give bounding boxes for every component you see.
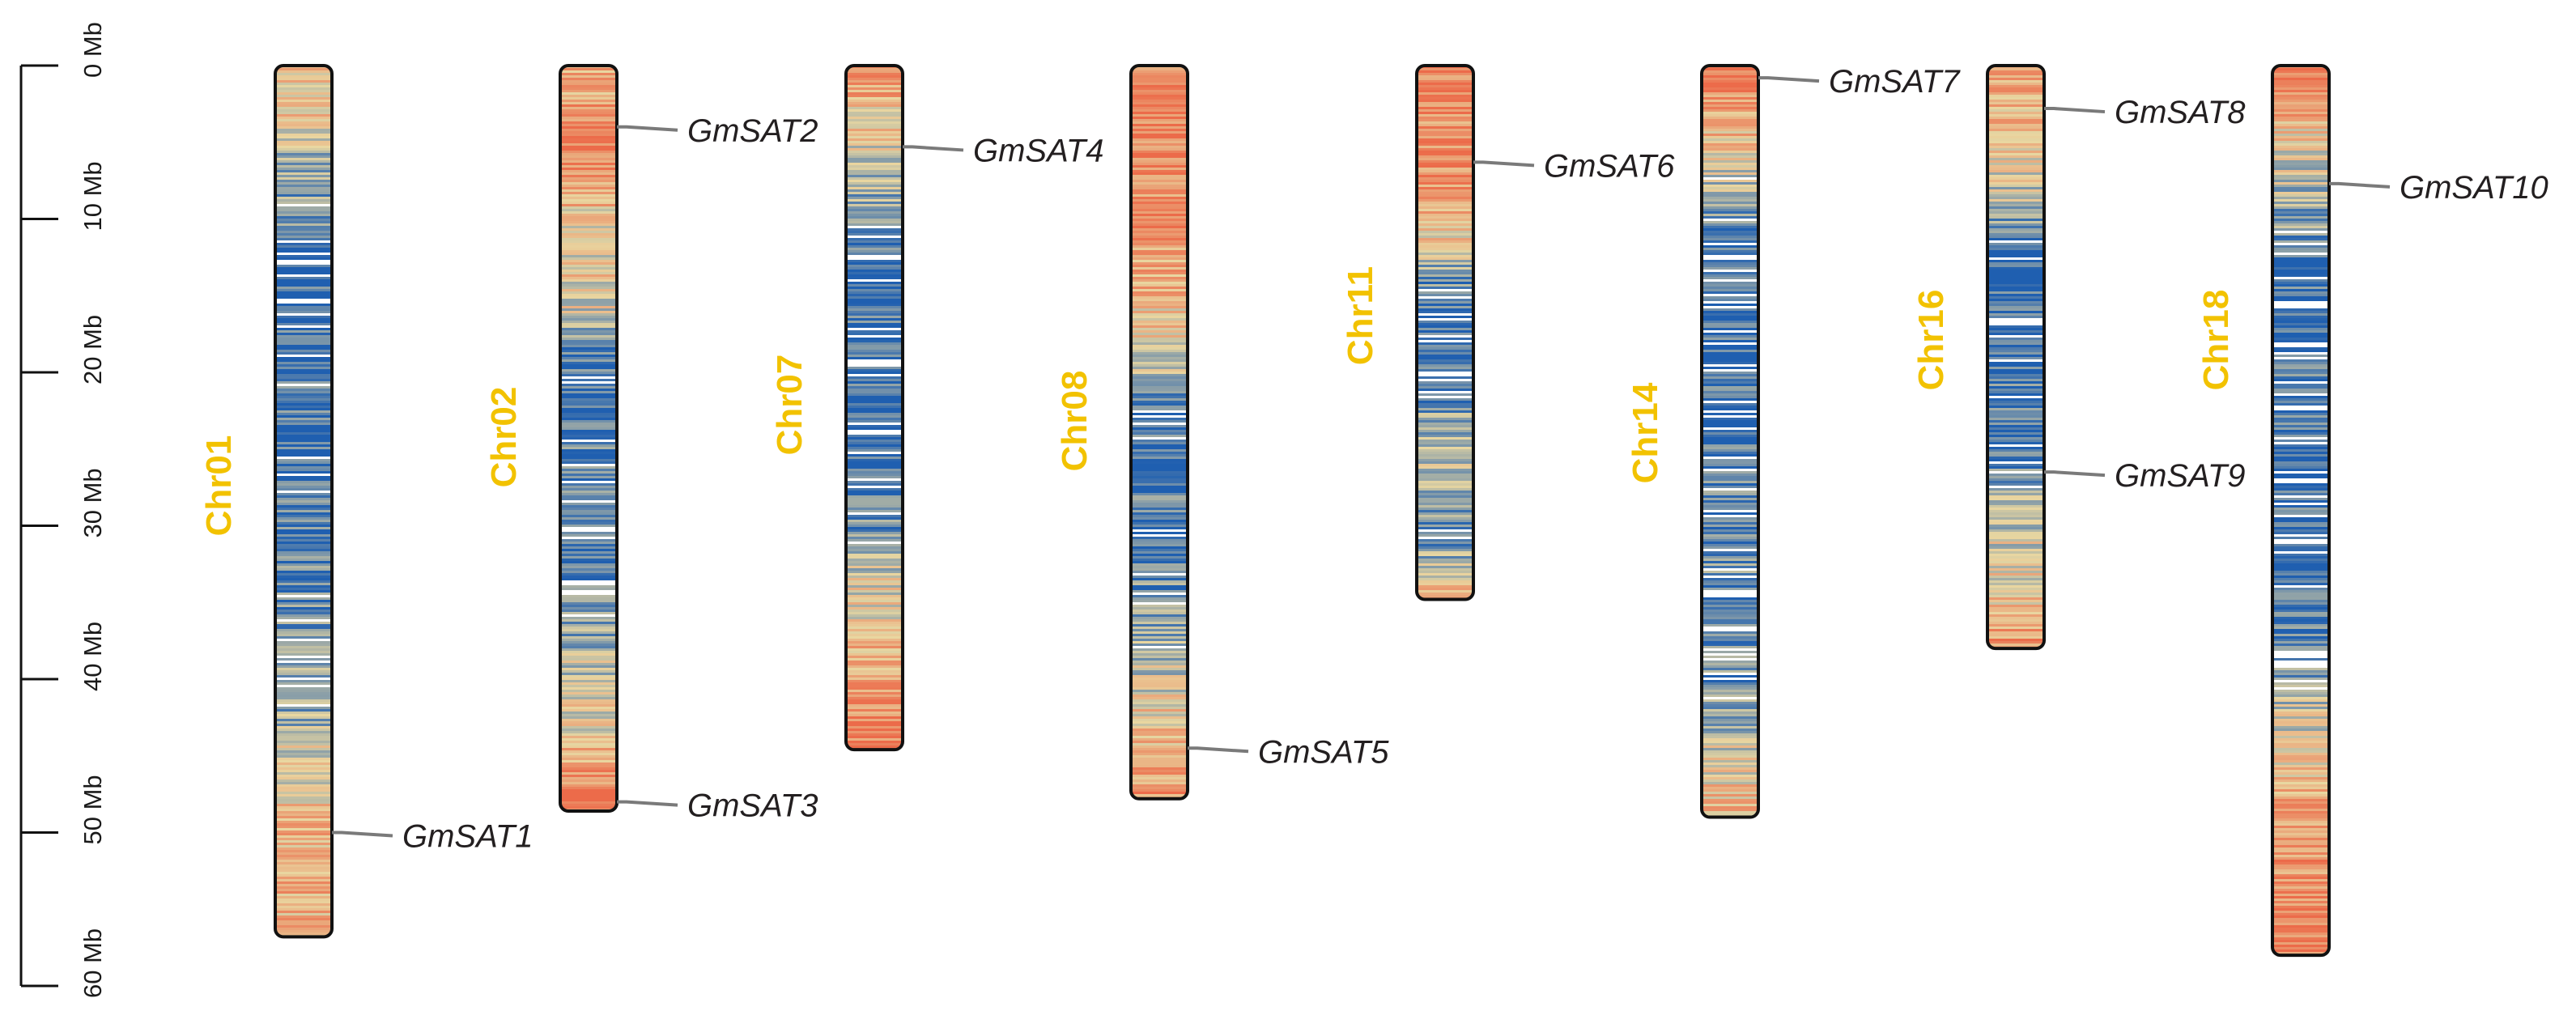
chromosome-bar (1415, 64, 1475, 601)
chromosome-density-stripes (2272, 66, 2329, 956)
chromosome-bar (2271, 64, 2331, 958)
chromosome-label: Chr11 (1341, 266, 1380, 365)
chromosome-density-stripes (846, 66, 903, 750)
chromosome-bar (1986, 64, 2046, 651)
gene-leader-line (617, 125, 678, 132)
gene-label-gmsat7: GmSAT7 (1829, 64, 1961, 100)
gene-leader-line (617, 800, 678, 807)
scale-tick-label: 60 Mb (79, 928, 107, 998)
scale-tick-label: 0 Mb (79, 22, 107, 78)
chromosome-label: Chr01 (199, 435, 239, 537)
gene-leader-line (332, 830, 393, 838)
chromosome-density-stripes (1131, 66, 1188, 799)
chromosome-bar (559, 64, 618, 813)
chromosome-label: Chr16 (1911, 290, 1951, 391)
gene-label-gmsat6: GmSAT6 (1544, 148, 1675, 184)
chromosome-label: Chr08 (1055, 371, 1095, 472)
chromosome-chr16: Chr16 GmSAT8 GmSAT9 (1911, 64, 2246, 651)
gene-label-gmsat8: GmSAT8 (2115, 95, 2246, 130)
chromosome-chr07: Chr07 GmSAT4 (770, 64, 1104, 752)
gene-leader-line (2044, 107, 2106, 114)
chromosome-chr11: Chr11 GmSAT6 (1341, 64, 1675, 601)
chromosome-density-stripes (560, 66, 617, 811)
gene-label-gmsat9: GmSAT9 (2115, 458, 2246, 494)
scale-tick-label: 40 Mb (79, 622, 107, 691)
chromosome-chr18: Chr18 GmSAT10 (2196, 64, 2548, 958)
scale-tick-label: 30 Mb (79, 468, 107, 537)
scale-tick-label: 50 Mb (79, 775, 107, 844)
gene-leader-line (1473, 160, 1535, 168)
gene-label-gmsat5: GmSAT5 (1258, 734, 1389, 770)
chromosome-label: Chr02 (484, 387, 524, 488)
chromosome-bar (1700, 64, 1760, 819)
chromosome-bar (844, 64, 904, 752)
gene-leader-line (1758, 76, 1820, 83)
chromosome-chr14: Chr14 GmSAT7 (1626, 64, 1961, 819)
chromosome-bar (274, 64, 334, 939)
chromosome-label: Chr14 (1626, 382, 1665, 483)
chromosome-chr02: Chr02 GmSAT2 GmSAT3 (484, 64, 818, 824)
gene-leader-line (903, 145, 964, 152)
chromosome-density-stripes (1987, 66, 2044, 649)
chromosome-density-stripes (1417, 66, 1473, 600)
gene-label-gmsat10: GmSAT10 (2400, 170, 2548, 206)
gene-label-gmsat4: GmSAT4 (973, 133, 1104, 168)
gene-label-gmsat2: GmSAT2 (687, 113, 818, 149)
gene-label-gmsat1: GmSAT1 (402, 819, 533, 855)
gene-leader-line (2329, 181, 2391, 189)
chromosome-density-stripes (1702, 66, 1758, 818)
chromosome-chr01: Chr01 GmSAT1 (199, 64, 533, 939)
chromosome-label: Chr18 (2196, 290, 2236, 391)
chromosomes-layer: Chr01GmSAT1Chr02GmSAT2GmSAT3Chr07GmSAT4C… (199, 64, 2548, 958)
gene-leader-line (2044, 470, 2106, 478)
chromosome-bar (1129, 64, 1189, 801)
gene-leader-line (1188, 746, 1249, 754)
chromosome-label: Chr07 (770, 355, 810, 456)
scale-axis: 0 Mb 10 Mb 20 Mb 30 Mb 40 Mb 50 Mb 60 Mb (19, 22, 107, 998)
scale-tick-label: 10 Mb (79, 161, 107, 231)
gene-label-gmsat3: GmSAT3 (687, 788, 818, 824)
chromosome-density-stripes (275, 66, 332, 937)
scale-tick-label: 20 Mb (79, 315, 107, 384)
chromosome-chr08: Chr08 GmSAT5 (1055, 64, 1389, 801)
